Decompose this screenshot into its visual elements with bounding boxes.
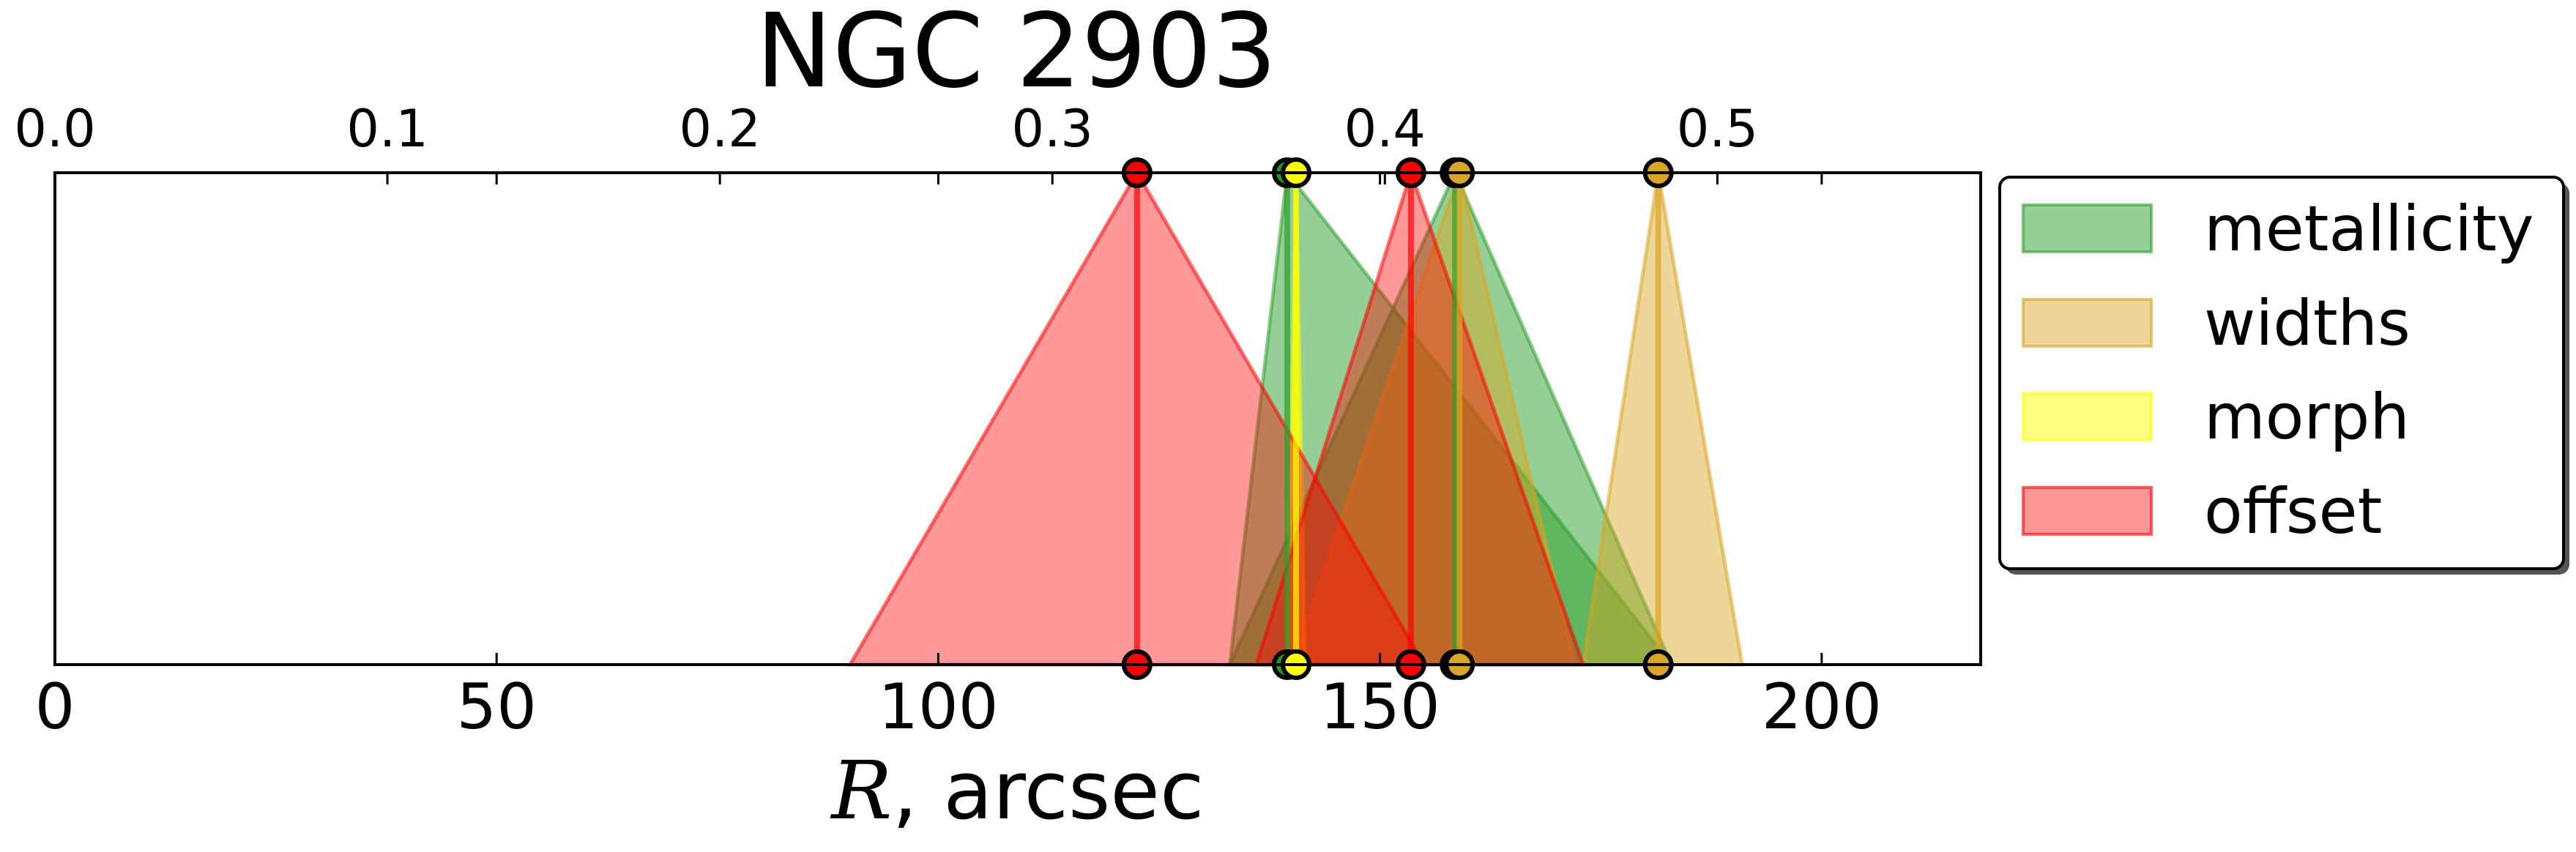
legend-box — [1998, 176, 2565, 570]
legend-swatch-morph — [2022, 392, 2153, 441]
x-tick-label: 100 — [878, 670, 998, 744]
legend-items: metallicity widths morph offset — [2022, 193, 2534, 548]
x-axis-label: R, arcsec — [830, 744, 1205, 837]
data-layer — [846, 157, 1745, 680]
plot-border — [53, 171, 1982, 666]
x-axis-label-symbol: R — [830, 744, 893, 837]
legend-swatch-metallicity — [2022, 203, 2153, 253]
legend-label-widths: widths — [2204, 287, 2411, 360]
x-axis-label-rest: , arcsec — [892, 744, 1204, 837]
x-tick-label: 0 — [35, 670, 75, 744]
chart-title: NGC 2903 — [756, 0, 1277, 111]
legend-label-metallicity: metallicity — [2204, 193, 2534, 266]
x-tick-label: 50 — [456, 670, 536, 744]
x-tick-label: 200 — [1762, 670, 1882, 744]
top-x-tick-label: 0.0 — [14, 99, 95, 159]
x-tick-label: 150 — [1320, 670, 1440, 744]
legend-swatch-widths — [2022, 298, 2153, 348]
legend: metallicity widths morph offset — [1998, 176, 2569, 575]
bottom-axis: 0 50 100 150 200 — [35, 173, 1882, 744]
top-axis: 0.0 0.1 0.2 0.3 0.4 0.5 — [14, 99, 1758, 184]
top-x-tick-label: 0.5 — [1677, 99, 1758, 159]
top-x-tick-label: 0.4 — [1344, 99, 1426, 159]
top-x-tick-label: 0.2 — [679, 99, 760, 159]
legend-swatch-offset — [2022, 486, 2153, 536]
top-x-tick-label: 0.1 — [346, 99, 428, 159]
top-x-tick-label: 0.3 — [1012, 99, 1093, 159]
legend-label-morph: morph — [2204, 381, 2410, 454]
legend-label-offset: offset — [2204, 475, 2382, 548]
